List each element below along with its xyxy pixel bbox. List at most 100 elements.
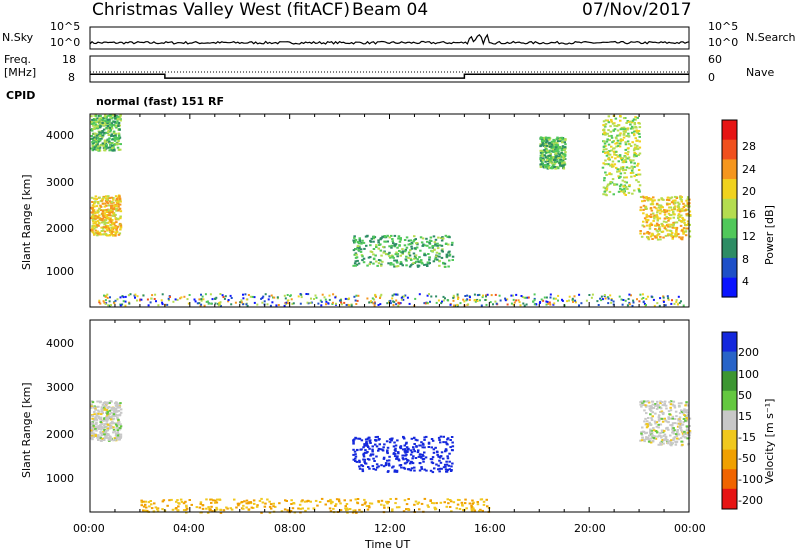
velocity-patch-1-cell [413,466,416,469]
power-patch-4-cell [637,130,641,132]
power-patch-4-cell [623,187,626,190]
power-patch-1-cell [98,118,101,121]
noise-cell [610,301,613,304]
power-patch-1-cell [90,135,94,137]
noise-cell [645,298,648,300]
velocity-patch-0-cell [99,424,102,427]
noise-cell [129,293,132,296]
power-patch-2-cell [379,264,383,267]
velocity-patch-0-cell [99,437,103,440]
velocity-patch-2-cell [683,414,686,416]
power-patch-5-cell [669,206,672,209]
velocity-patch-3-cell [367,505,371,508]
velocity-patch-1-cell [423,438,426,441]
noise-cell [119,296,122,299]
velocity-patch-0-cell [105,415,108,418]
velocity-patch-0-cell [99,416,102,419]
noise-cell [186,298,189,301]
power-patch-5-cell [677,217,680,220]
power-patch-0-cell [97,232,100,235]
power-patch-1-cell [95,127,98,130]
power-patch-4-cell [611,160,615,163]
power-patch-0-cell [104,202,107,205]
velocity-patch-3-cell [456,503,460,506]
power-patch-2-cell [380,254,383,257]
power-patch-4-cell [635,129,638,132]
noise-cell [200,293,202,296]
velocity-patch-1-cell [378,443,381,446]
velocity-patch-3-cell [240,501,244,503]
noise-cell [601,298,604,301]
power-patch-3-cell [543,154,546,157]
nsky-tick-bottom-left: 10^0 [50,36,81,49]
power-patch-3-cell [561,145,565,148]
velocity-patch-1-cell [383,443,386,446]
power-patch-3-cell [560,149,563,152]
noise-cell [440,302,443,305]
power-patch-3-cell [563,141,566,144]
power-patch-2-cell [423,253,426,256]
velocity-patch-3-cell [348,508,352,510]
power-patch-0-cell [118,203,122,206]
power-cbar-tick-4: 4 [742,275,749,288]
power-patch-5-cell [686,220,690,223]
power-patch-2-cell [412,240,415,243]
power-patch-0-cell [96,201,100,203]
noise-cell [321,293,324,296]
velocity-patch-1-cell [372,457,375,460]
noise-cell [454,304,457,307]
velocity-patch-3-cell [391,510,394,513]
noise-cell [161,303,164,306]
power-patch-1-cell [114,134,117,137]
noise-cell [196,302,199,305]
power-patch-0-cell [110,226,113,229]
power-patch-1-cell [103,142,106,145]
velocity-patch-3-cell [324,503,327,506]
velocity-patch-2-cell [688,434,691,437]
noise-cell [153,298,156,300]
velocity-patch-2-cell [649,423,652,426]
velocity-patch-3-cell [339,502,342,505]
velocity-patch-0-cell [105,417,108,420]
velocity-patch-2-cell [663,433,667,436]
power-patch-0-cell [116,200,120,203]
noise-cell [161,293,164,296]
velocity-patch-1-cell [354,436,357,439]
noise-cell [552,303,555,306]
velocity-patch-0-cell [117,414,120,417]
velocity-patch-3-cell [346,511,349,514]
power-patch-3-cell [559,158,563,161]
velocity-patch-1-cell [430,438,434,440]
power-patch-5-cell [659,208,662,211]
power-patch-0-cell [112,223,116,226]
velocity-patch-2-cell [639,439,642,442]
power-patch-1-cell [109,114,112,117]
velocity-patch-3-cell [210,505,213,508]
power-patch-4-cell [637,187,640,190]
velocity-patch-3-cell [354,509,357,512]
velocity-patch-1-cell [361,470,365,473]
velocity-patch-3-cell [329,500,333,503]
power-patch-4-cell [604,133,607,136]
velocity-patch-0-cell [108,422,112,425]
velocity-patch-3-cell [486,505,489,508]
velocity-patch-1-cell [392,452,395,455]
power-patch-5-cell [655,214,659,217]
power-patch-4-cell [624,143,628,146]
xtick-0400: 04:00 [173,522,205,535]
velocity-patch-3-cell [149,500,152,502]
power-patch-4-cell [614,157,617,160]
velocity-patch-1-cell [413,469,416,472]
power-patch-1-cell [103,144,106,146]
velocity-patch-2-cell [660,417,664,420]
power-patch-3-cell [543,140,546,143]
velocity-patch-1-cell [420,466,423,469]
velocity-patch-2-cell [660,436,663,439]
velocity-patch-2-cell [657,419,661,422]
power-patch-2-cell [393,265,396,268]
power-patch-1-cell [108,149,111,152]
velocity-patch-2-cell [688,430,692,433]
noise-cell [533,298,536,301]
power-patch-4-cell [636,148,640,151]
velocity-patch-0-cell [90,425,94,428]
